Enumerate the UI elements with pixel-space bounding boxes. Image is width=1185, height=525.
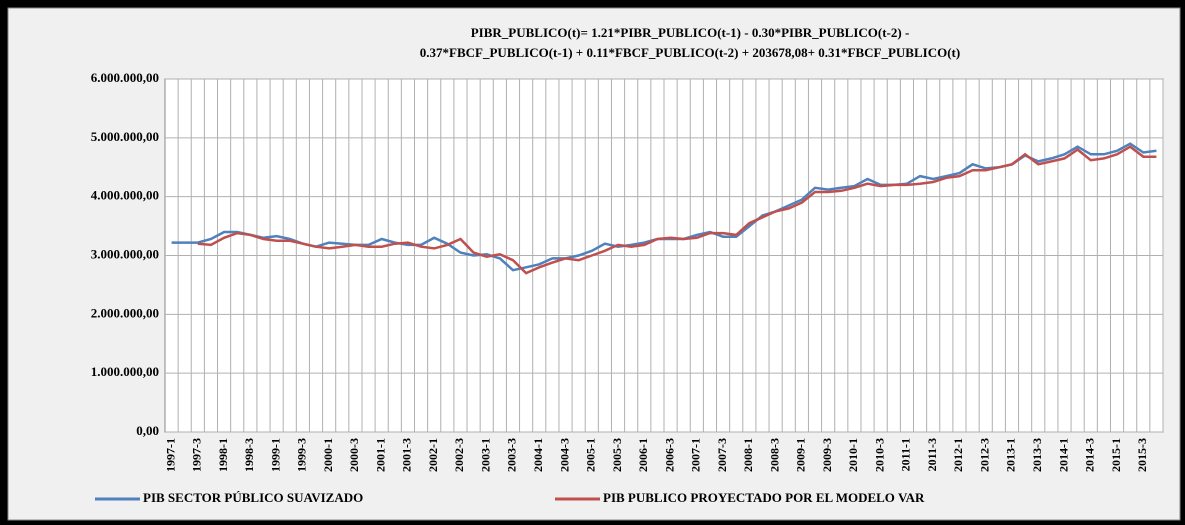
x-tick-label: 2014-3 [1083, 438, 1097, 472]
x-tick-label: 2001-3 [400, 438, 414, 472]
legend-label: PIB SECTOR PÚBLICO SUAVIZADO [143, 490, 363, 505]
x-tick-label: 2011-1 [899, 438, 913, 471]
x-tick-label: 2000-1 [321, 438, 335, 472]
x-tick-label: 1999-3 [295, 438, 309, 472]
x-tick-label: 2000-3 [347, 438, 361, 472]
x-tick-label: 2009-1 [794, 438, 808, 472]
x-tick-label: 2002-1 [426, 438, 440, 472]
x-tick-label: 2010-3 [872, 438, 886, 472]
x-tick-label: 2004-3 [557, 438, 571, 472]
y-tick-label: 5.000.000,00 [91, 129, 159, 144]
x-tick-label: 1997-3 [190, 438, 204, 472]
chart-title: 0.37*FBCF_PUBLICO(t-1) + 0.11*FBCF_PUBLI… [420, 45, 960, 60]
x-tick-label: 1998-1 [216, 438, 230, 472]
x-tick-label: 2013-1 [1004, 438, 1018, 472]
x-tick-label: 2003-1 [478, 438, 492, 472]
x-tick-label: 2011-3 [925, 438, 939, 471]
x-tick-label: 2015-1 [1109, 438, 1123, 472]
x-tick-label: 2006-3 [662, 438, 676, 472]
x-tick-label: 2008-1 [741, 438, 755, 472]
x-tick-label: 2007-3 [715, 438, 729, 472]
y-tick-label: 6.000.000,00 [91, 70, 159, 85]
x-tick-label: 2006-1 [636, 438, 650, 472]
chart-title: PIBR_PUBLICO(t)= 1.21*PIBR_PUBLICO(t-1) … [471, 25, 910, 40]
x-tick-label: 2002-3 [452, 438, 466, 472]
x-tick-label: 2007-1 [689, 438, 703, 472]
x-tick-label: 2014-1 [1056, 438, 1070, 472]
x-tick-label: 2015-3 [1135, 438, 1149, 472]
x-tick-label: 1998-3 [242, 438, 256, 472]
x-tick-label: 2004-1 [531, 438, 545, 472]
x-tick-label: 1999-1 [268, 438, 282, 472]
x-tick-label: 2005-3 [610, 438, 624, 472]
y-tick-label: 0,00 [136, 423, 159, 438]
y-tick-label: 1.000.000,00 [91, 364, 159, 379]
x-tick-label: 2003-3 [505, 438, 519, 472]
series-line [197, 145, 1157, 275]
x-tick-label: 2005-1 [584, 438, 598, 472]
x-tick-label: 2010-1 [846, 438, 860, 472]
x-tick-label: 2013-3 [1030, 438, 1044, 472]
x-tick-label: 2012-3 [977, 438, 991, 472]
y-tick-label: 2.000.000,00 [91, 305, 159, 320]
x-tick-label: 2008-3 [767, 438, 781, 472]
legend-label: PIB PUBLICO PROYECTADO POR EL MODELO VAR [603, 490, 925, 505]
x-tick-label: 2001-1 [373, 438, 387, 472]
x-tick-label: 2012-1 [951, 438, 965, 472]
x-tick-label: 1997-1 [163, 438, 177, 472]
x-tick-label: 2009-3 [820, 438, 834, 472]
y-tick-label: 3.000.000,00 [91, 246, 159, 261]
y-tick-label: 4.000.000,00 [91, 188, 159, 203]
